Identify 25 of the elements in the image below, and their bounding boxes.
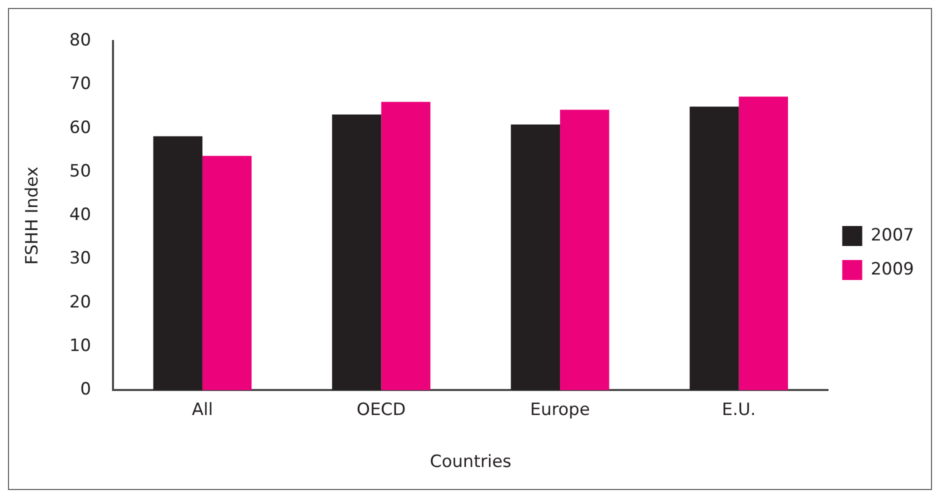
y-tick-label: 40: [69, 205, 92, 226]
x-tick-label: All: [192, 400, 213, 420]
y-tick-label: 50: [69, 161, 92, 182]
y-tick-label: 70: [69, 74, 92, 94]
y-tick-label: 60: [69, 118, 92, 138]
y-tick-label: 80: [69, 30, 92, 51]
bar: [690, 106, 739, 390]
bar: [738, 96, 788, 390]
bar: [510, 124, 560, 390]
legend-label: 2007: [870, 225, 914, 246]
y-tick-label: 10: [69, 336, 92, 356]
x-tick-label: Europe: [530, 400, 590, 420]
bar: [332, 114, 382, 390]
y-tick-label: 30: [69, 248, 92, 269]
bar: [153, 136, 202, 390]
x-tick-label: OECD: [356, 400, 406, 420]
x-tick-label: E.U.: [722, 400, 756, 420]
bar: [202, 156, 252, 390]
bar: [560, 110, 610, 390]
x-axis-title: Countries: [430, 452, 512, 472]
legend-label: 2009: [870, 259, 914, 280]
y-tick-label: 0: [80, 380, 92, 400]
y-axis-title: FSHH Index: [22, 166, 43, 265]
y-tick-label: 20: [69, 292, 92, 312]
bar: [381, 102, 430, 390]
